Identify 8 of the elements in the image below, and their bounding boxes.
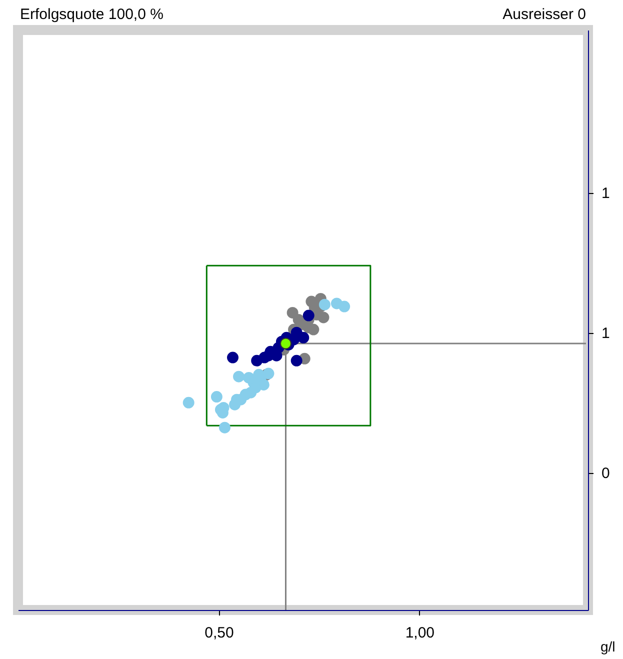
y-tick-label: 1 xyxy=(602,185,610,202)
x-tick-label: 1,00 xyxy=(405,624,435,642)
x-tick-label: 0,50 xyxy=(204,624,234,642)
y-tick-label: 1 xyxy=(602,325,610,342)
text: Ausreisser 0 xyxy=(502,6,586,23)
y-tick-label: 0 xyxy=(602,465,610,482)
text: Erfolgsquote 100,0 % xyxy=(20,6,164,23)
x-axis-title: g/l xyxy=(600,638,616,654)
